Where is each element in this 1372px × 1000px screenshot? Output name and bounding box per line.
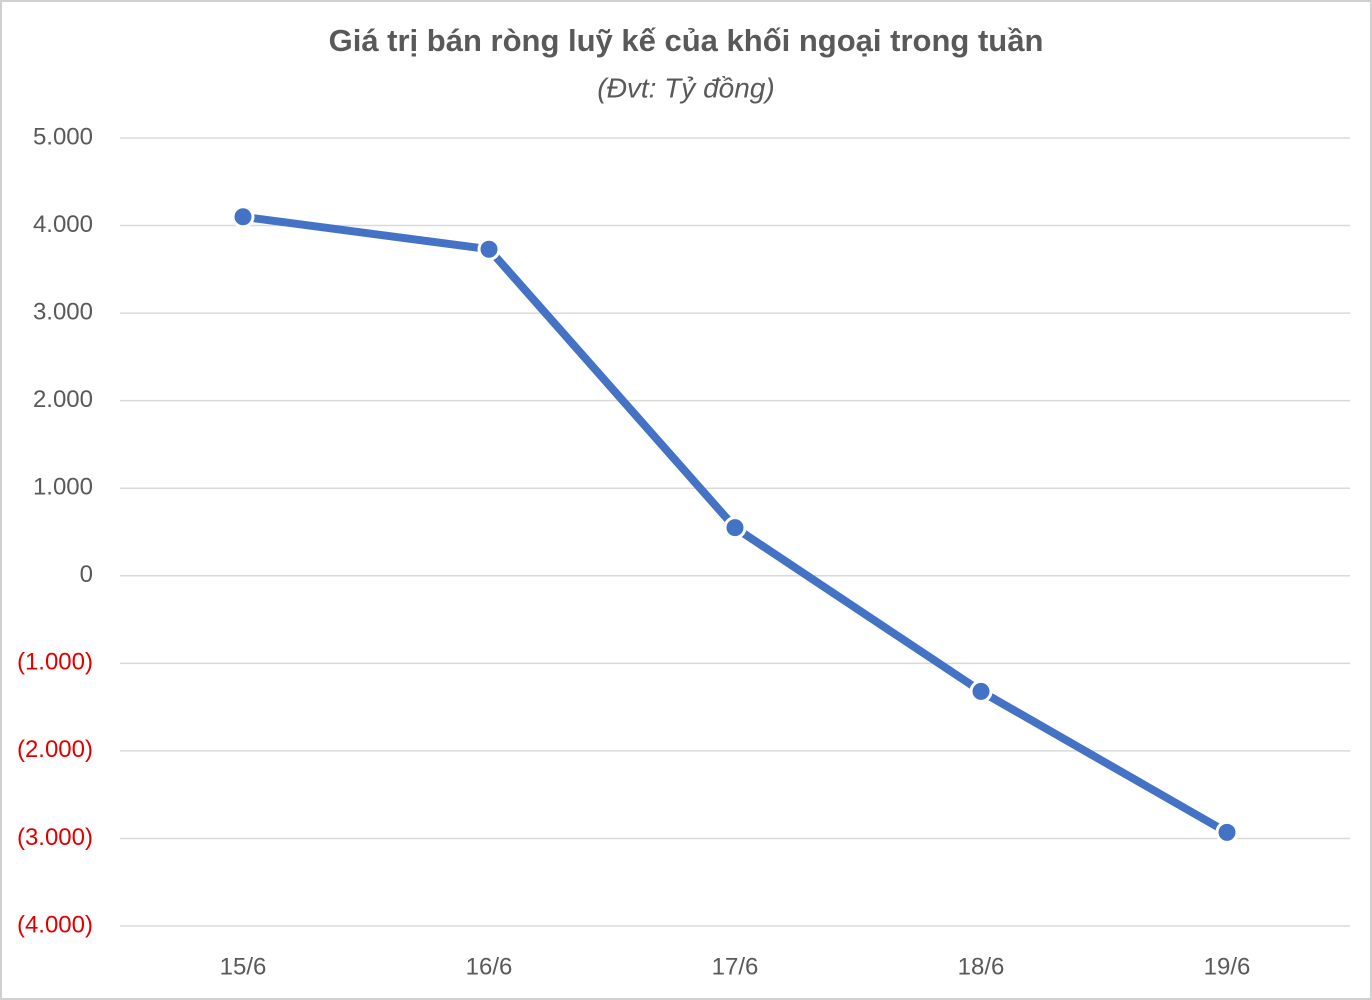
y-tick-label: (4.000)	[17, 911, 93, 938]
data-point	[1215, 820, 1239, 844]
data-point	[723, 516, 747, 540]
x-tick-label: 18/6	[958, 953, 1005, 980]
data-point	[477, 237, 501, 261]
chart-title: Giá trị bán ròng luỹ kế của khối ngoại t…	[329, 23, 1044, 58]
y-tick-label: (3.000)	[17, 824, 93, 851]
data-point	[231, 205, 255, 229]
x-tick-label: 16/6	[466, 953, 513, 980]
y-tick-label: 2.000	[33, 386, 93, 413]
y-tick-label: 3.000	[33, 298, 93, 325]
x-tick-label: 15/6	[220, 953, 267, 980]
data-point	[969, 679, 993, 703]
y-tick-label: 0	[80, 561, 93, 588]
y-tick-label: (2.000)	[17, 736, 93, 763]
x-tick-label: 17/6	[712, 953, 759, 980]
chart-subtitle: (Đvt: Tỷ đồng)	[597, 72, 774, 103]
y-tick-label: (1.000)	[17, 649, 93, 676]
y-tick-label: 5.000	[33, 123, 93, 150]
y-tick-label: 4.000	[33, 211, 93, 238]
y-tick-label: 1.000	[33, 474, 93, 501]
x-tick-label: 19/6	[1204, 953, 1251, 980]
